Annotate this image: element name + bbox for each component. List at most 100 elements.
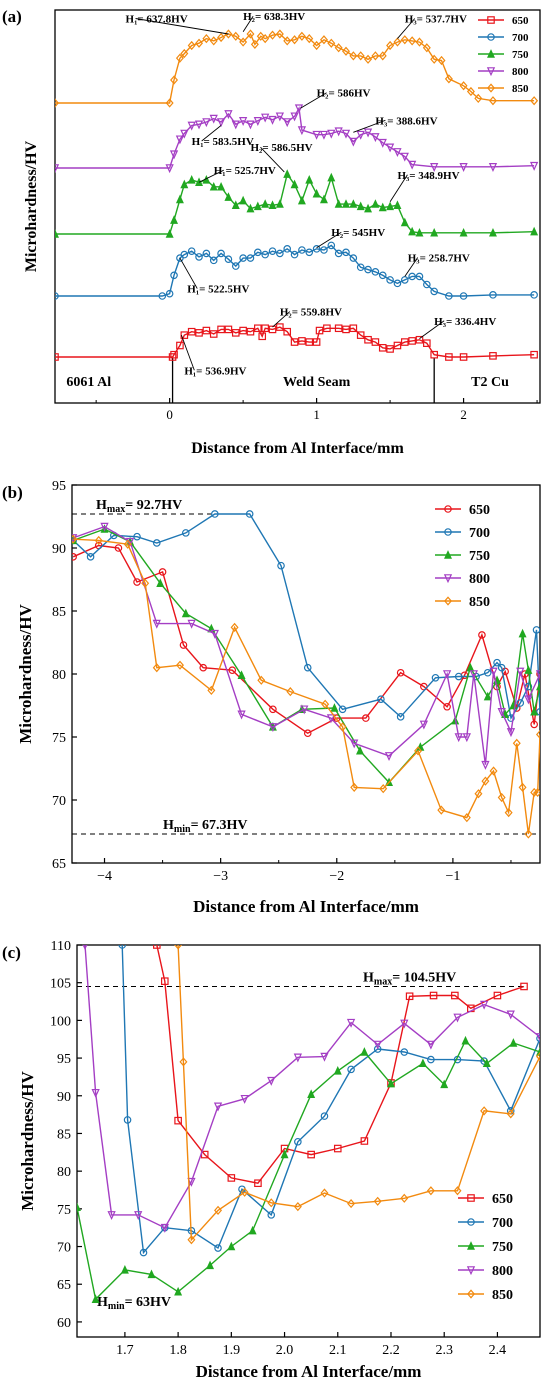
series-800 bbox=[55, 104, 539, 174]
data-point bbox=[303, 729, 312, 738]
data-point bbox=[396, 668, 405, 677]
panel-label-a: (a) bbox=[2, 7, 22, 26]
data-point bbox=[179, 1057, 188, 1067]
data-point bbox=[246, 120, 255, 130]
x-tick-label: −1 bbox=[445, 869, 460, 884]
series-650 bbox=[55, 323, 538, 361]
peak-arrow bbox=[260, 146, 285, 173]
data-point bbox=[497, 663, 506, 672]
peak-label-850: H₁= 637.8HV bbox=[126, 14, 188, 26]
data-point bbox=[356, 745, 364, 755]
panel-label-c: (c) bbox=[2, 943, 21, 962]
y-tick-label: 105 bbox=[50, 977, 71, 992]
legend-marker-800 bbox=[486, 67, 496, 77]
ref-sub: min bbox=[108, 1301, 125, 1312]
data-point bbox=[224, 325, 233, 334]
data-point bbox=[187, 40, 196, 51]
peak-label-750: H₂= 586.5HV bbox=[250, 142, 312, 154]
data-point bbox=[478, 631, 486, 639]
data-point bbox=[442, 670, 452, 680]
data-point bbox=[356, 331, 365, 339]
ref-h: H bbox=[96, 498, 107, 513]
legend-marker-700 bbox=[467, 1218, 475, 1226]
data-point bbox=[459, 292, 468, 300]
data-point bbox=[283, 169, 292, 178]
data-point bbox=[246, 29, 255, 39]
data-point bbox=[290, 35, 299, 45]
data-point bbox=[530, 226, 539, 236]
series-850 bbox=[72, 534, 540, 839]
data-point bbox=[349, 137, 358, 147]
data-point bbox=[210, 629, 219, 639]
x-tick-label: 0 bbox=[166, 407, 173, 422]
data-point bbox=[267, 1076, 276, 1086]
x-tick-label: −4 bbox=[97, 869, 112, 884]
series-line-750 bbox=[77, 1039, 540, 1301]
data-point bbox=[509, 1038, 518, 1047]
data-point bbox=[356, 51, 365, 61]
data-point bbox=[134, 1211, 143, 1221]
x-tick-label: 2.4 bbox=[489, 1343, 507, 1358]
data-point bbox=[454, 733, 463, 743]
data-point bbox=[277, 561, 285, 570]
data-point bbox=[371, 133, 380, 143]
data-point bbox=[536, 708, 540, 716]
data-point bbox=[459, 163, 468, 172]
legend-label-750: 750 bbox=[492, 1240, 513, 1255]
data-point bbox=[231, 200, 240, 209]
data-point bbox=[385, 143, 395, 153]
data-point bbox=[206, 1260, 215, 1270]
x-axis-label-b: Distance from Al Interface/mm bbox=[193, 897, 419, 916]
series-line-750 bbox=[72, 528, 540, 784]
series-700 bbox=[72, 510, 540, 722]
data-point bbox=[342, 248, 350, 257]
data-point bbox=[516, 699, 525, 707]
legend-label-700: 700 bbox=[469, 526, 490, 541]
data-point bbox=[349, 254, 358, 262]
data-point bbox=[298, 337, 306, 345]
data-point bbox=[312, 130, 321, 140]
data-point bbox=[175, 135, 185, 145]
data-point bbox=[246, 254, 255, 262]
data-point bbox=[91, 1088, 100, 1098]
data-point bbox=[254, 324, 262, 333]
data-point bbox=[532, 626, 540, 634]
data-point bbox=[217, 249, 225, 258]
data-point bbox=[214, 1244, 222, 1252]
data-point bbox=[415, 227, 424, 237]
data-point bbox=[199, 663, 208, 672]
data-point bbox=[334, 249, 343, 258]
data-point bbox=[489, 766, 498, 776]
data-point bbox=[217, 32, 226, 43]
data-point bbox=[180, 250, 189, 259]
y-tick-label: 75 bbox=[52, 731, 66, 746]
data-point bbox=[341, 129, 351, 139]
data-point bbox=[393, 279, 402, 288]
data-point bbox=[202, 33, 211, 44]
data-point bbox=[378, 344, 387, 352]
data-point bbox=[520, 982, 528, 991]
peak-arrow bbox=[419, 320, 445, 339]
data-point bbox=[160, 1223, 169, 1233]
peak-label-650: H₃= 336.4HV bbox=[434, 316, 496, 328]
data-point bbox=[330, 703, 339, 712]
data-point bbox=[461, 1035, 470, 1045]
data-point bbox=[305, 338, 314, 346]
data-point bbox=[165, 289, 174, 298]
data-point bbox=[227, 1241, 236, 1251]
data-point bbox=[437, 55, 446, 66]
data-point bbox=[283, 327, 292, 336]
data-point bbox=[489, 667, 498, 677]
data-point bbox=[405, 992, 414, 1001]
data-point bbox=[364, 203, 373, 213]
x-tick-label: 2.2 bbox=[382, 1343, 400, 1358]
data-point bbox=[170, 75, 179, 85]
data-point bbox=[364, 265, 372, 274]
data-point bbox=[133, 532, 141, 541]
data-point bbox=[239, 326, 247, 335]
y-tick-label: 60 bbox=[57, 1316, 71, 1331]
data-point bbox=[231, 329, 240, 337]
data-point bbox=[327, 38, 336, 48]
data-point bbox=[350, 739, 359, 749]
data-point bbox=[536, 681, 540, 691]
